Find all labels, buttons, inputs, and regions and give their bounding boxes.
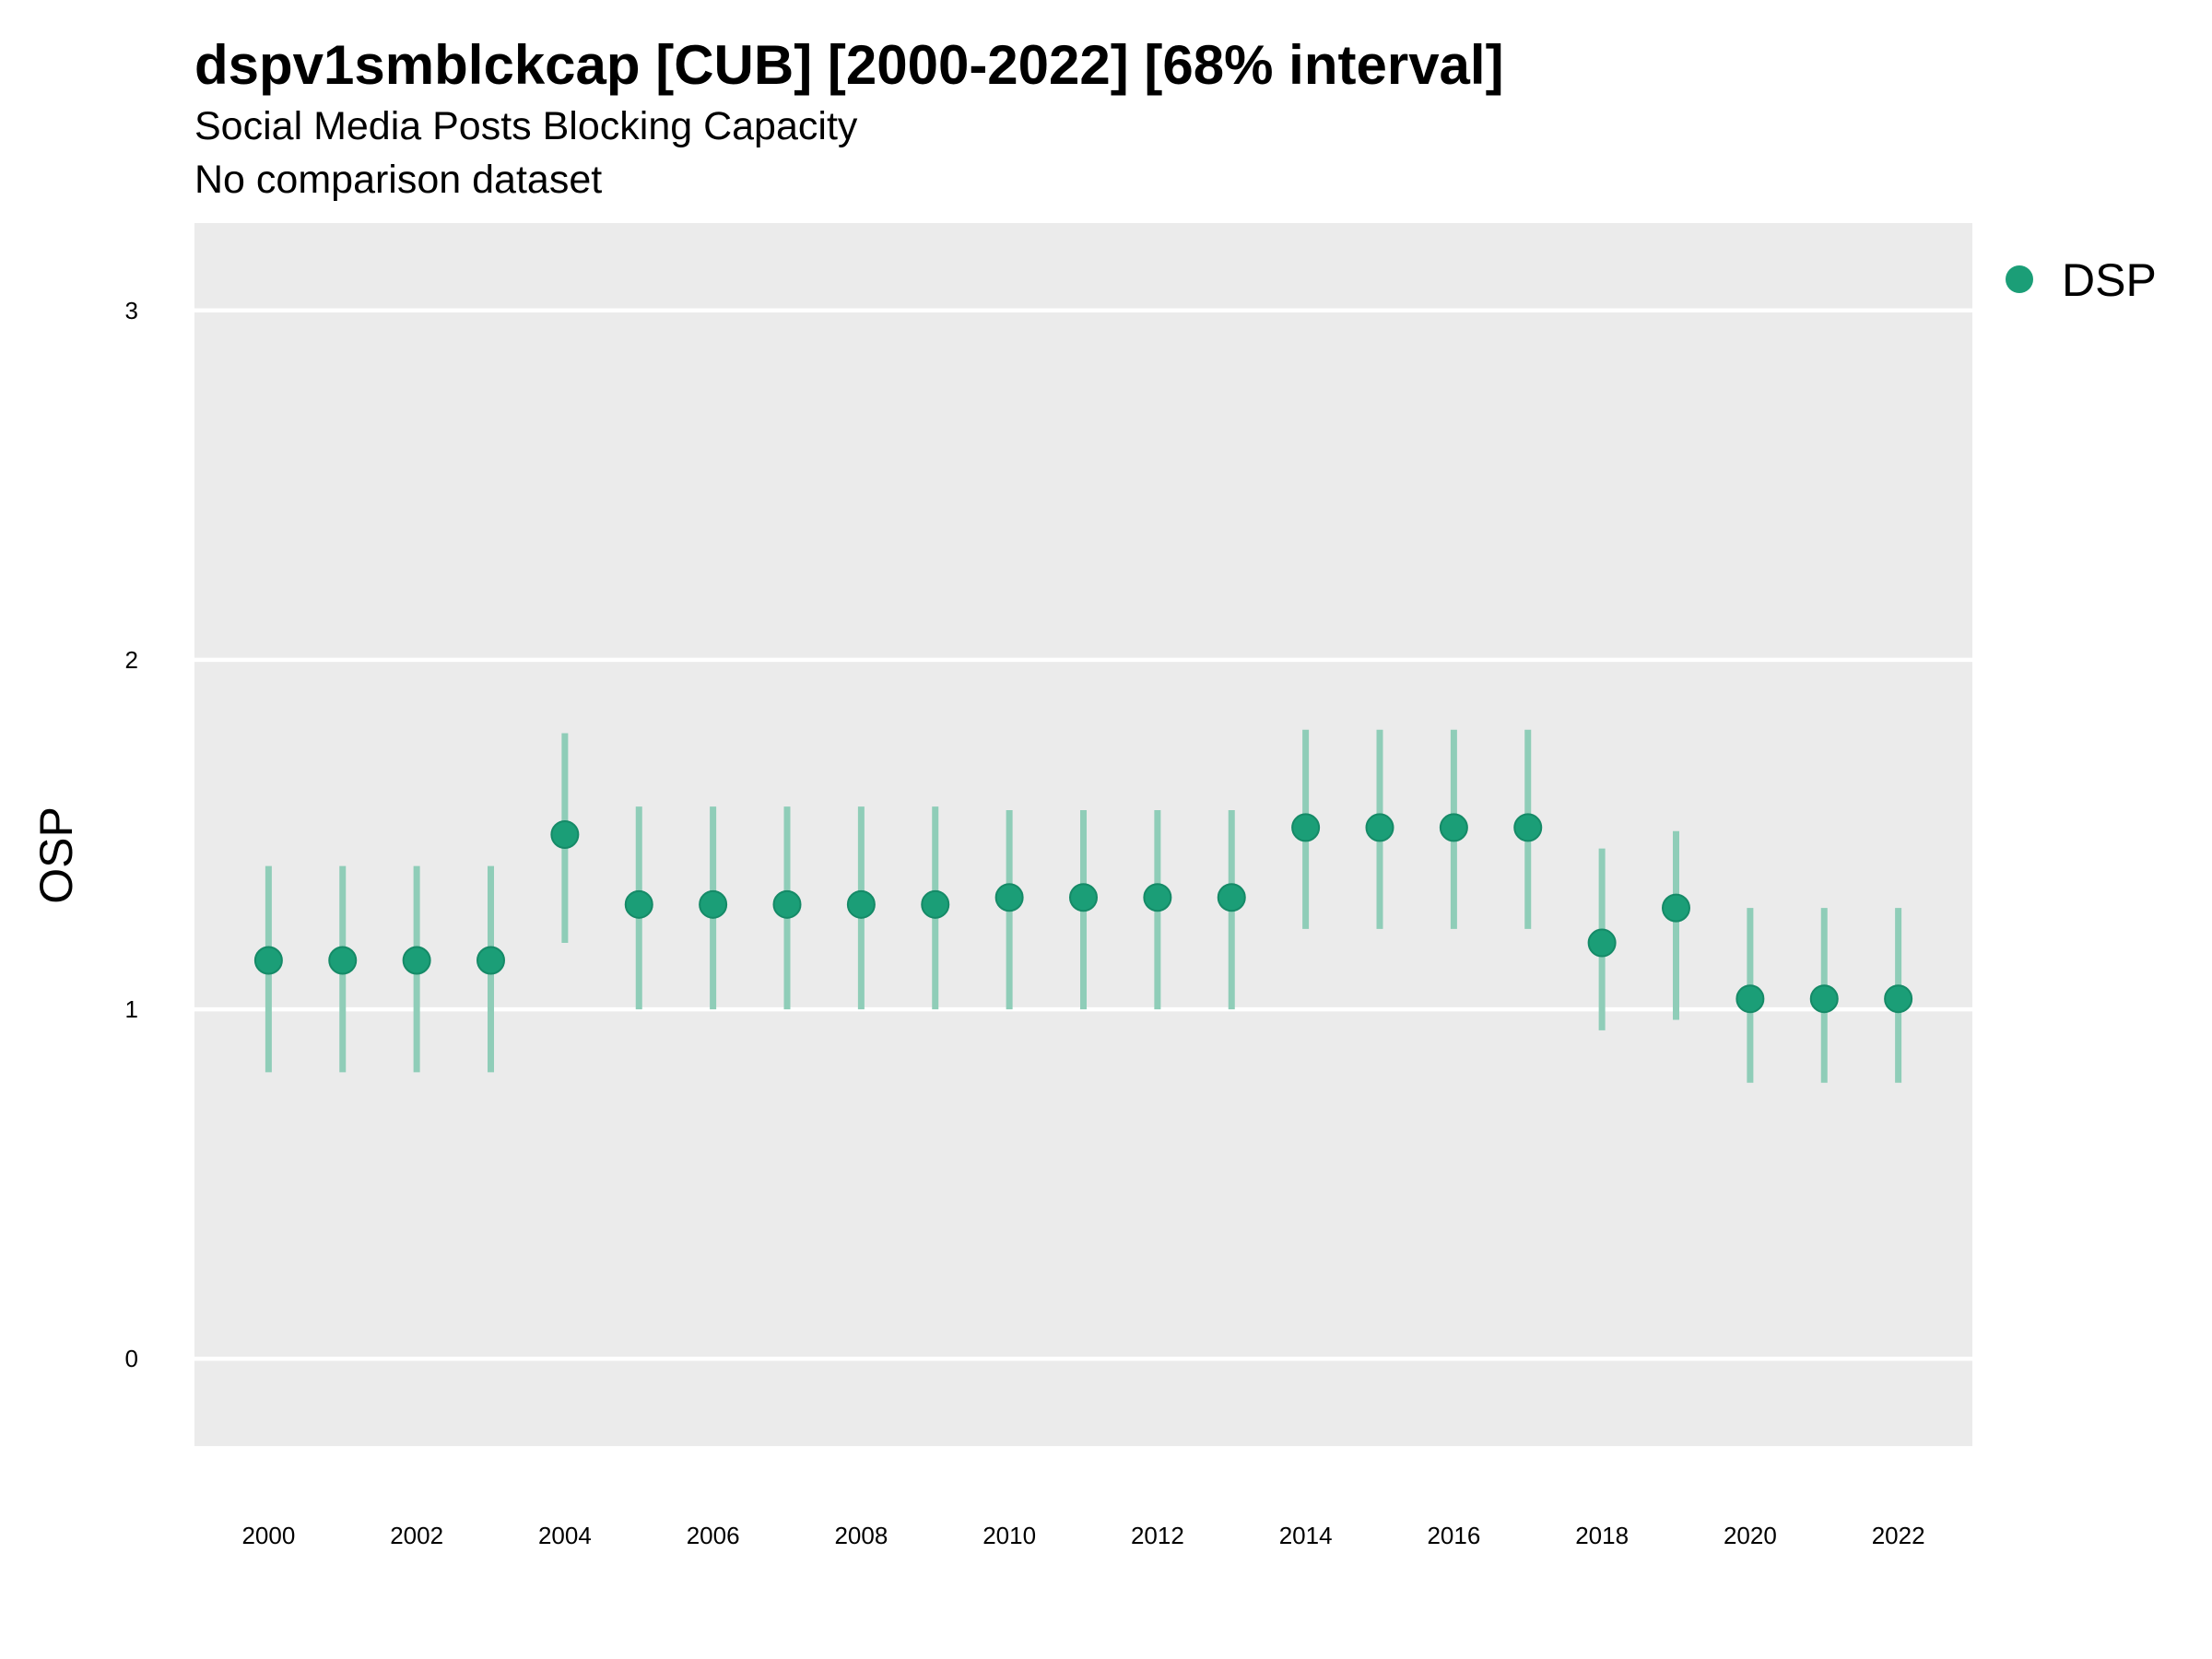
legend: DSP	[2006, 254, 2157, 306]
legend-key-dsp	[2006, 265, 2033, 293]
x-tick-label: 2000	[241, 1522, 295, 1549]
data-point	[1143, 883, 1172, 912]
data-point	[1884, 984, 1913, 1014]
y-tick-label: 3	[125, 297, 138, 324]
data-point	[699, 889, 728, 919]
y-tick-label: 1	[125, 995, 138, 1023]
data-point	[477, 946, 505, 975]
x-tick-label: 2004	[538, 1522, 592, 1549]
data-point	[1735, 984, 1765, 1014]
data-point	[328, 946, 358, 975]
x-tick-label: 2020	[1724, 1522, 1777, 1549]
data-point	[1291, 813, 1321, 842]
y-tick-label: 0	[125, 1345, 138, 1372]
data-point	[1365, 813, 1394, 842]
data-point	[846, 889, 876, 919]
x-tick-label: 2014	[1279, 1522, 1333, 1549]
data-point	[1217, 883, 1246, 912]
data-point	[921, 889, 950, 919]
legend-label-dsp: DSP	[2062, 254, 2157, 306]
x-tick-label: 2022	[1872, 1522, 1925, 1549]
x-tick-label: 2002	[390, 1522, 443, 1549]
data-point	[1809, 984, 1839, 1014]
chart-subtitle: Social Media Posts Blocking Capacity	[194, 104, 858, 148]
x-tick-label: 2018	[1575, 1522, 1629, 1549]
data-points	[253, 813, 1913, 1014]
data-point	[772, 889, 802, 919]
data-point	[550, 820, 580, 849]
data-point	[994, 883, 1024, 912]
x-tick-label: 2010	[982, 1522, 1036, 1549]
y-axis-title: OSP	[30, 806, 82, 904]
y-tick-label: 2	[125, 646, 138, 674]
chart-caption: No comparison dataset	[194, 158, 603, 202]
data-point	[1513, 813, 1543, 842]
data-point	[402, 946, 431, 975]
chart-title: dspv1smblckcap [CUB] [2000-2022] [68% in…	[194, 34, 1504, 96]
x-tick-label: 2006	[687, 1522, 740, 1549]
x-tick-label: 2016	[1427, 1522, 1480, 1549]
data-point	[1069, 883, 1098, 912]
data-point	[253, 946, 283, 975]
data-point	[624, 889, 653, 919]
data-point	[1587, 928, 1617, 958]
data-point	[1662, 893, 1690, 923]
x-tick-label: 2012	[1131, 1522, 1184, 1549]
x-tick-label: 2008	[834, 1522, 888, 1549]
data-point	[1439, 813, 1468, 842]
y-axis-ticks: 0 1 2 3	[125, 297, 138, 1372]
x-axis-ticks: 2000 2002 2004 2006 2008 2010 2012 2014 2016 2018…	[241, 1522, 1924, 1549]
